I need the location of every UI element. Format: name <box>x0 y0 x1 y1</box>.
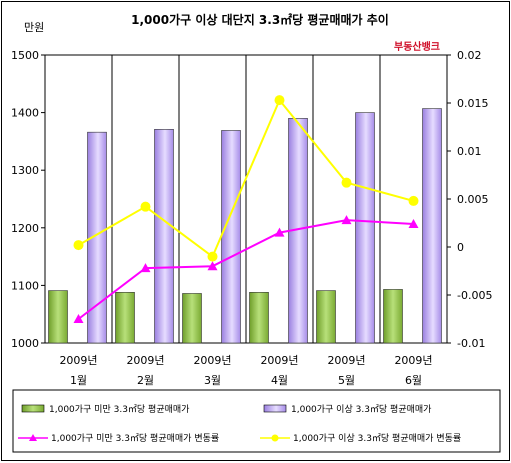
y-left-tick-2: 1200 <box>11 222 39 235</box>
point-1-5 <box>408 195 419 206</box>
x-tick-year-3: 2009년 <box>260 354 298 367</box>
point-1-3 <box>274 95 285 106</box>
point-0-0 <box>73 314 84 323</box>
y-left-tick-0: 1000 <box>11 337 39 350</box>
x-tick-year-4: 2009년 <box>327 354 365 367</box>
point-0-4 <box>341 215 352 225</box>
legend-label-line-0: 1,000가구 미만 3.3㎡당 평균매매가 변동률 <box>51 433 219 444</box>
bar-0-0 <box>48 290 68 344</box>
x-tick-year-1: 2009년 <box>126 354 164 367</box>
x-tick-month-4: 5월 <box>338 374 355 387</box>
y-left-unit: 만원 <box>24 21 44 34</box>
point-1-1 <box>140 201 151 212</box>
bar-1-1 <box>154 129 174 344</box>
point-0-1 <box>140 263 151 273</box>
x-tick-month-2: 3월 <box>204 374 221 387</box>
point-1-2 <box>207 251 218 262</box>
legend-label-bar-1: 1,000가구 이상 3.3㎡당 평균매매가 <box>291 404 431 415</box>
y-right-tick-2: 0 <box>457 241 464 254</box>
y-left-tick-3: 1300 <box>11 164 39 177</box>
bar-0-5 <box>383 289 403 344</box>
x-tick-month-5: 6월 <box>405 374 422 387</box>
y-right-tick-3: 0.005 <box>457 193 489 206</box>
y-left-tick-1: 1100 <box>11 279 39 292</box>
bar-0-3 <box>249 292 269 344</box>
x-tick-year-2: 2009년 <box>193 354 231 367</box>
bar-0-4 <box>316 290 336 344</box>
point-0-3 <box>274 227 285 237</box>
point-1-4 <box>341 177 352 188</box>
bars <box>48 108 442 344</box>
legend: 1,000가구 미만 3.3㎡당 평균매매가 1,000가구 이상 3.3㎡당 … <box>12 389 501 453</box>
bar-0-1 <box>115 292 135 344</box>
y-right-tick-0: -0.01 <box>457 337 485 350</box>
point-0-5 <box>408 218 419 228</box>
grid <box>111 55 381 343</box>
bar-1-4 <box>355 112 375 344</box>
point-1-0 <box>73 240 84 251</box>
legend-swatch-bar-0 <box>21 404 45 413</box>
chart-title: 1,000가구 이상 대단지 3.3㎡당 평균매매가 추이 <box>131 12 389 27</box>
y-left-tick-5: 1500 <box>11 49 39 62</box>
series-line-1 <box>78 98 414 259</box>
y-left-tick-4: 1400 <box>11 107 39 120</box>
legend-box <box>12 389 501 453</box>
x-tick-month-1: 2월 <box>137 374 154 387</box>
logo: 부동산뱅크 <box>394 40 440 53</box>
legend-marker-line-0 <box>29 434 37 441</box>
x-tick-year-0: 2009년 <box>59 354 97 367</box>
bar-0-2 <box>182 293 202 344</box>
bar-1-5 <box>422 108 442 344</box>
x-tick-month-0: 1월 <box>70 374 87 387</box>
point-0-2 <box>207 261 218 271</box>
x-tick-year-5: 2009년 <box>394 354 432 367</box>
axes: 1000 1100 1200 1300 1400 1500 -0.01 -0.005 0 0.00… <box>11 49 492 387</box>
bar-1-0 <box>87 131 107 344</box>
legend-label-line-1: 1,000가구 이상 3.3㎡당 평균매매가 변동률 <box>293 433 461 444</box>
legend-marker-line-1 <box>271 434 279 442</box>
y-right-tick-1: -0.005 <box>457 289 492 302</box>
bar-1-2 <box>221 130 241 344</box>
series-line-0 <box>77 219 414 320</box>
lines <box>73 95 419 323</box>
logo-text: 부동산뱅크 <box>394 40 440 53</box>
x-tick-month-3: 4월 <box>271 374 288 387</box>
y-right-tick-5: 0.015 <box>457 97 489 110</box>
y-right-tick-4: 0.01 <box>457 145 482 158</box>
y-right-tick-6: 0.02 <box>457 49 482 62</box>
legend-swatch-bar-1 <box>263 404 287 413</box>
legend-label-bar-0: 1,000가구 미만 3.3㎡당 평균매매가 <box>49 404 189 415</box>
